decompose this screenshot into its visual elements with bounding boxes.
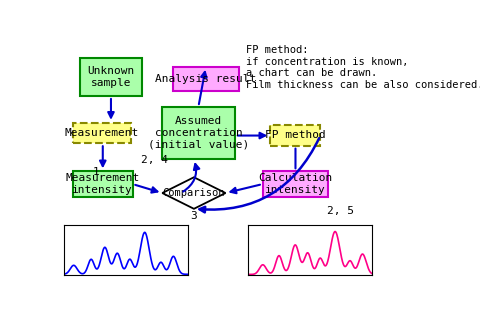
Text: 2, 5: 2, 5	[327, 206, 354, 216]
Text: Measurement: Measurement	[65, 128, 139, 138]
Text: Analysis result: Analysis result	[156, 74, 257, 84]
FancyBboxPatch shape	[263, 171, 328, 197]
FancyBboxPatch shape	[270, 125, 321, 146]
FancyArrowPatch shape	[183, 164, 199, 192]
Text: FP method: FP method	[265, 130, 325, 140]
Polygon shape	[162, 177, 226, 209]
FancyBboxPatch shape	[162, 107, 235, 159]
FancyBboxPatch shape	[173, 67, 239, 91]
FancyBboxPatch shape	[73, 171, 132, 197]
Text: Unknown
sample: Unknown sample	[87, 66, 135, 88]
Text: FP method:
if concentration is known,
a chart can be drawn.
Film thickness can b: FP method: if concentration is known, a …	[246, 45, 480, 90]
FancyArrowPatch shape	[200, 138, 319, 212]
Text: Assumed
concentration
(initial value): Assumed concentration (initial value)	[148, 117, 249, 150]
Text: Measurement
intensity: Measurement intensity	[66, 173, 140, 195]
Text: 2, 4: 2, 4	[141, 155, 168, 165]
Text: 1: 1	[93, 167, 100, 177]
Text: 3: 3	[191, 211, 197, 221]
Text: Calculation
intensity: Calculation intensity	[258, 173, 333, 195]
Text: Comparison: Comparison	[163, 188, 225, 198]
FancyBboxPatch shape	[73, 123, 131, 143]
FancyBboxPatch shape	[81, 58, 142, 96]
